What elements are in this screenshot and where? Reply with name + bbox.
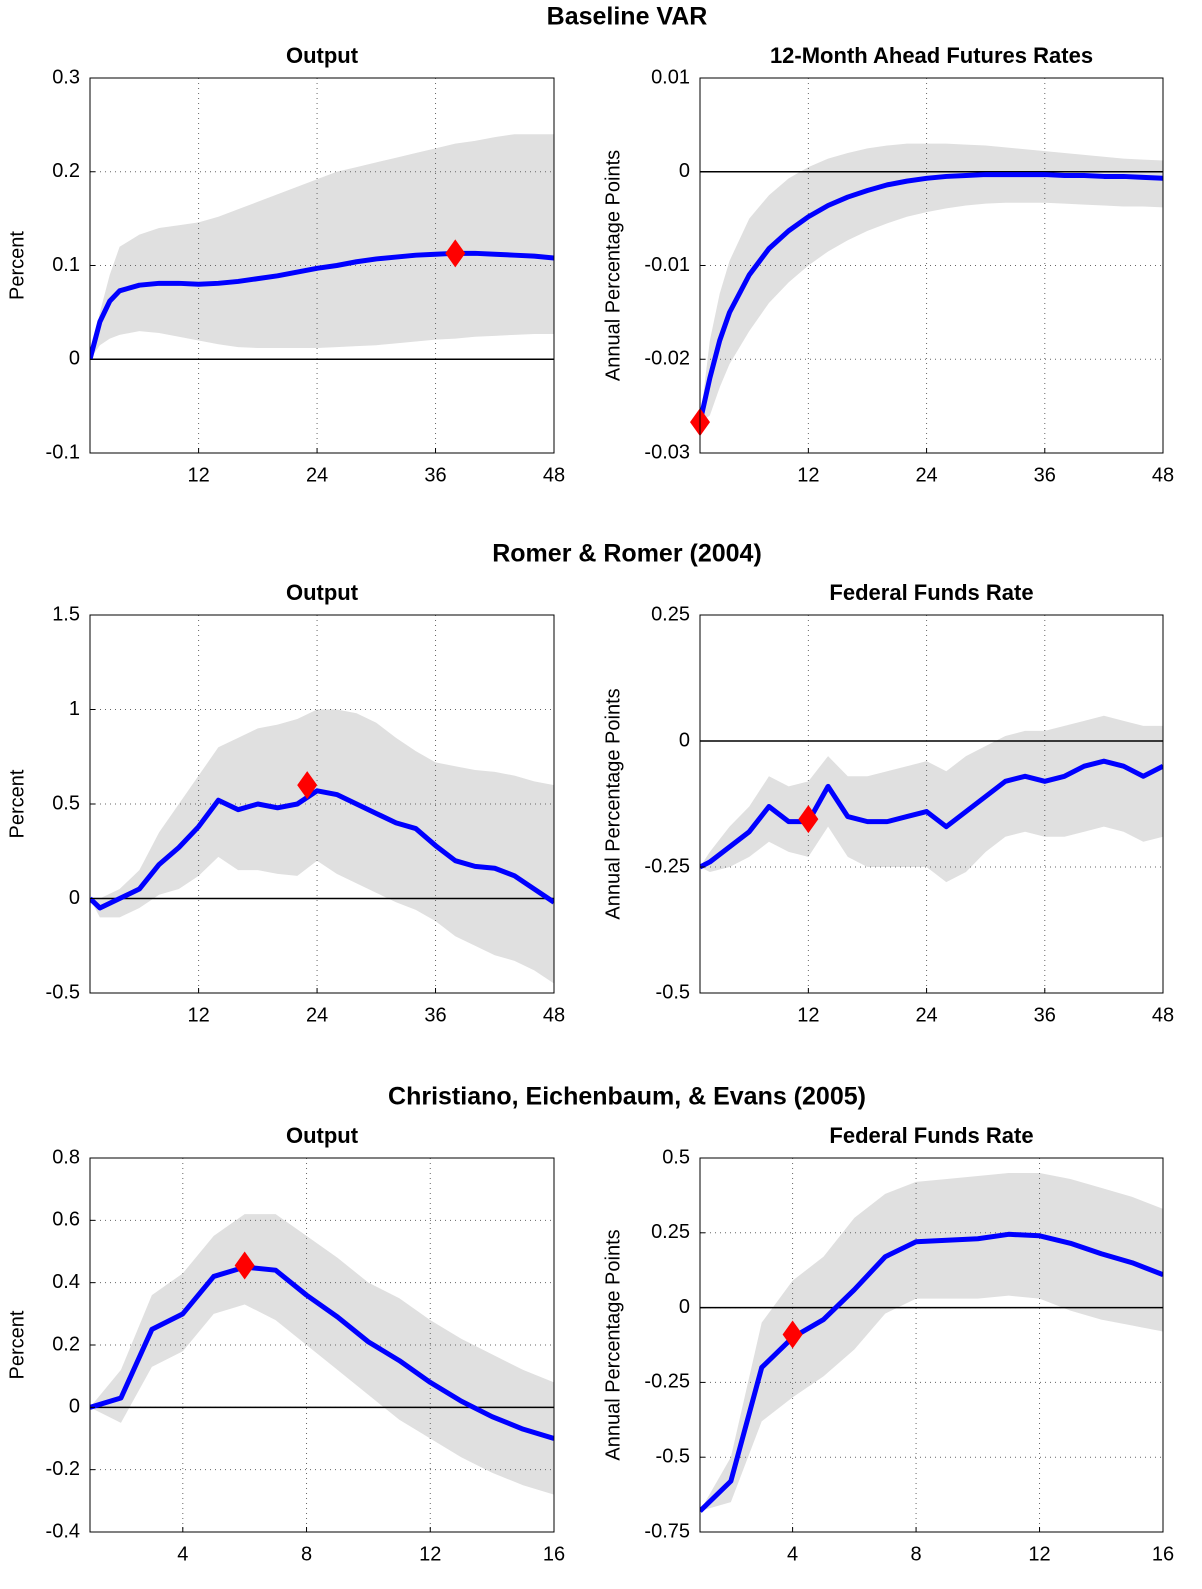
x-tick-label: 12	[187, 1004, 209, 1026]
peak-marker	[234, 1251, 255, 1280]
y-tick-label: 0.5	[52, 792, 80, 814]
y-tick-label: 0.1	[52, 254, 80, 276]
chart-title: 12-Month Ahead Futures Rates	[770, 43, 1093, 68]
y-tick-label: 0	[679, 1296, 690, 1318]
chart-title: Output	[286, 580, 359, 605]
x-tick-label: 48	[1152, 1004, 1174, 1026]
y-tick-label: -0.2	[46, 1458, 80, 1480]
x-tick-label: 16	[1152, 1543, 1174, 1565]
y-tick-label: 0.2	[52, 1333, 80, 1355]
plot-area	[90, 1158, 554, 1532]
y-tick-label: -0.1	[46, 441, 80, 463]
x-tick-label: 12	[797, 464, 819, 486]
x-tick-label: 24	[915, 464, 937, 486]
plot-area	[700, 78, 1163, 453]
y-tick-label: 0.25	[651, 603, 690, 625]
y-tick-label: -0.5	[46, 981, 80, 1003]
plot-area	[700, 615, 1163, 993]
axes-box	[699, 1157, 1164, 1533]
x-tick-label: 36	[1034, 464, 1056, 486]
x-tick-label: 4	[177, 1543, 188, 1565]
y-axis-label: Percent	[6, 231, 28, 300]
x-tick-label: 48	[543, 464, 565, 486]
peak-marker	[782, 1320, 803, 1349]
peak-marker	[297, 771, 318, 800]
confidence-band	[700, 143, 1163, 423]
y-axis-label: Percent	[6, 1310, 28, 1379]
y-tick-label: 0.3	[52, 66, 80, 88]
y-tick-label: -0.25	[644, 855, 690, 877]
x-tick-label: 48	[1152, 464, 1174, 486]
section-title: Christiano, Eichenbaum, & Evans (2005)	[388, 1083, 866, 1111]
confidence-band	[700, 1172, 1163, 1512]
confidence-band	[90, 1214, 554, 1495]
response-line	[700, 1231, 1163, 1513]
plot-area	[700, 1158, 1163, 1532]
x-tick-label: 12	[1028, 1543, 1050, 1565]
confidence-band	[700, 715, 1163, 883]
y-tick-label: 0.2	[52, 160, 80, 182]
x-tick-label: 36	[1034, 1004, 1056, 1026]
plot-area	[90, 78, 554, 453]
x-tick-label: 12	[187, 464, 209, 486]
y-axis-label: Annual Percentage Points	[602, 150, 624, 381]
y-tick-label: 0	[69, 1396, 80, 1418]
section-title: Romer & Romer (2004)	[492, 540, 762, 568]
y-tick-label: -0.5	[656, 1445, 690, 1467]
chart-title: Federal Funds Rate	[829, 580, 1033, 605]
y-tick-label: 0.6	[52, 1209, 80, 1231]
x-tick-label: 24	[306, 464, 328, 486]
x-tick-label: 12	[419, 1543, 441, 1565]
response-line	[700, 172, 1163, 423]
y-tick-label: 1	[69, 698, 80, 720]
y-tick-label: 0.01	[651, 66, 690, 88]
y-axis-label: Percent	[6, 769, 28, 838]
chart-title: Output	[286, 43, 359, 68]
y-tick-label: 0.5	[662, 1146, 690, 1168]
response-line	[90, 250, 554, 360]
peak-marker	[445, 239, 466, 268]
x-tick-label: 16	[543, 1543, 565, 1565]
y-axis-label: Annual Percentage Points	[602, 1229, 624, 1460]
x-tick-label: 24	[915, 1004, 937, 1026]
axes-box	[699, 614, 1164, 994]
x-tick-label: 48	[543, 1004, 565, 1026]
x-tick-label: 8	[911, 1543, 922, 1565]
y-tick-label: -0.02	[644, 348, 690, 370]
response-line	[700, 758, 1163, 870]
y-tick-label: 0.4	[52, 1271, 80, 1293]
y-tick-label: 0	[679, 729, 690, 751]
section-title: Baseline VAR	[547, 3, 708, 31]
confidence-band	[90, 709, 554, 984]
confidence-band	[90, 134, 554, 360]
y-axis-label: Annual Percentage Points	[602, 688, 624, 919]
y-tick-label: -0.75	[644, 1520, 690, 1542]
y-tick-label: 0.8	[52, 1146, 80, 1168]
y-tick-label: -0.4	[46, 1520, 80, 1542]
x-tick-label: 8	[301, 1543, 312, 1565]
x-tick-label: 36	[424, 464, 446, 486]
plot-area	[90, 615, 554, 993]
y-tick-label: 1.5	[52, 603, 80, 625]
y-tick-label: 0	[69, 887, 80, 909]
response-line	[90, 788, 554, 911]
response-line	[90, 1264, 554, 1441]
chart-title: Output	[286, 1123, 359, 1148]
y-tick-label: -0.03	[644, 441, 690, 463]
y-tick-label: 0	[69, 348, 80, 370]
y-tick-label: -0.5	[656, 981, 690, 1003]
y-tick-label: 0.25	[651, 1221, 690, 1243]
x-tick-label: 12	[797, 1004, 819, 1026]
y-tick-label: -0.25	[644, 1371, 690, 1393]
y-tick-label: 0	[679, 160, 690, 182]
peak-marker	[798, 805, 819, 834]
y-tick-label: -0.01	[644, 254, 690, 276]
x-tick-label: 4	[787, 1543, 798, 1565]
x-tick-label: 24	[306, 1004, 328, 1026]
x-tick-label: 36	[424, 1004, 446, 1026]
chart-title: Federal Funds Rate	[829, 1123, 1033, 1148]
